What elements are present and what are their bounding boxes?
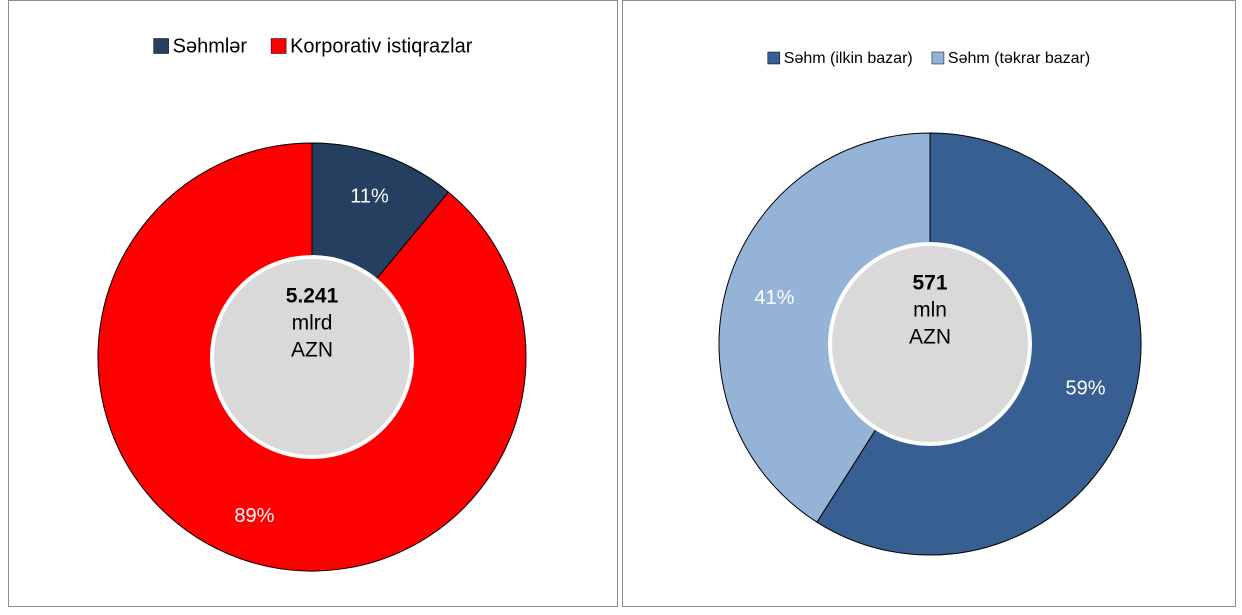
legend-swatch — [270, 38, 287, 54]
legend-swatch — [153, 38, 169, 54]
legend-swatch — [931, 51, 945, 65]
legend-label: Səhm (təkrar bazar) — [948, 50, 1090, 67]
center-unit: mln — [913, 299, 947, 322]
legend-label: Korporativ istiqrazlar — [290, 35, 473, 57]
donut-hole — [828, 242, 1032, 446]
legend-swatch — [767, 51, 781, 65]
center-currency: AZN — [291, 339, 333, 362]
legend-label: Səhmlər — [173, 35, 248, 57]
legend-label: Səhm (ilkin bazar) — [784, 50, 913, 67]
value-label: 59% — [1066, 377, 1106, 399]
value-label: 41% — [754, 287, 794, 309]
center-currency: AZN — [909, 326, 951, 349]
value-label: 89% — [234, 505, 274, 527]
value-label: 11% — [350, 185, 389, 207]
center-value: 5.241 — [286, 285, 339, 308]
donut-hole — [210, 255, 414, 459]
center-value: 571 — [912, 272, 947, 295]
center-unit: mlrd — [292, 312, 333, 335]
